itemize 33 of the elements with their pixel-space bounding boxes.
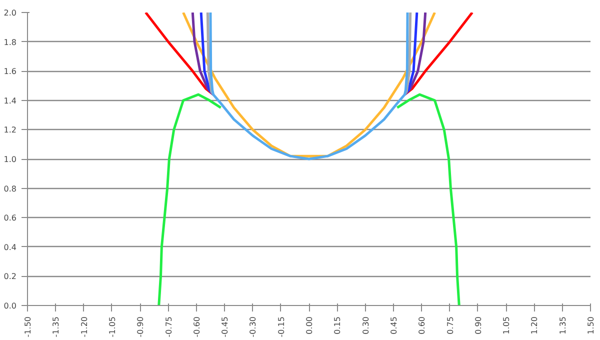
x-tick-label: 1.20	[530, 316, 540, 334]
y-tick-label: 0.8	[4, 184, 17, 194]
y-tick-label: 0.2	[4, 272, 17, 282]
y-tick-label: 0.0	[4, 302, 17, 310]
x-tick-label: 1.50	[586, 316, 596, 334]
x-tick-label: 0.60	[418, 316, 427, 334]
x-tick-label: -0.90	[136, 316, 146, 338]
x-tick-label: -1.35	[52, 316, 61, 338]
y-tick-label: 1.0	[4, 155, 17, 164]
x-tick-label: -0.75	[164, 316, 174, 338]
y-tick-label: 0.4	[4, 242, 17, 252]
x-tick-label: 1.35	[558, 316, 568, 334]
y-tick-label: 1.8	[4, 38, 17, 47]
x-tick-label: -0.60	[192, 316, 202, 338]
x-tick-label: -0.15	[276, 316, 286, 338]
x-tick-label: 1.05	[502, 316, 512, 334]
y-tick-label: 1.4	[4, 96, 17, 106]
x-tick-label: 0.15	[333, 316, 342, 334]
x-tick-label: -1.20	[80, 316, 89, 338]
x-tick-label: 0.90	[474, 316, 483, 334]
x-tick-label: 0.00	[305, 316, 314, 334]
line-series	[209, 12, 409, 160]
x-tick-label: -1.50	[24, 316, 32, 338]
x-tick-label: -0.30	[248, 316, 258, 338]
y-tick-label: 1.2	[4, 126, 17, 135]
y-tick-label: 0.6	[4, 214, 17, 223]
y-tick-label: 1.6	[4, 67, 17, 76]
x-tick-label: 0.45	[389, 316, 398, 334]
x-tick-label: 0.75	[446, 316, 455, 334]
y-tick-label: 2.0	[4, 8, 17, 18]
x-tick-label: 0.30	[361, 316, 370, 334]
x-tick-label: -1.05	[108, 316, 117, 338]
x-tick-label: -0.45	[220, 316, 230, 338]
